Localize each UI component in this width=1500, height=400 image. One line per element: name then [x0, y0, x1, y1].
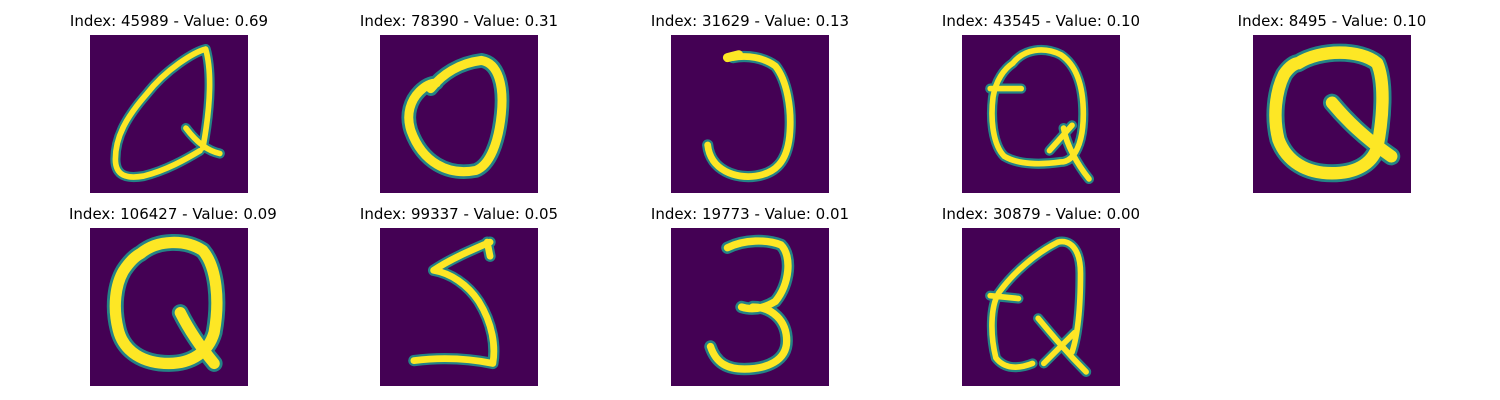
digit-image: [671, 35, 829, 193]
digit-image: [90, 35, 248, 193]
panel-title: Index: 106427 - Value: 0.09: [69, 205, 277, 223]
panel-8: Index: 19773 - Value: 0.01: [650, 205, 850, 391]
digit-image: [90, 228, 248, 386]
panel-title: Index: 8495 - Value: 0.10: [1237, 12, 1427, 30]
digit-image: [380, 228, 538, 386]
panel-title: Index: 45989 - Value: 0.69: [69, 12, 269, 30]
panel-title: Index: 78390 - Value: 0.31: [359, 12, 559, 30]
panel-9: Index: 30879 - Value: 0.00: [941, 205, 1141, 391]
digit-image: [380, 35, 538, 193]
panel-5: Index: 8495 - Value: 0.10: [1232, 12, 1432, 198]
panel-title: Index: 31629 - Value: 0.13: [650, 12, 850, 30]
panel-title: Index: 19773 - Value: 0.01: [650, 205, 850, 223]
panel-7: Index: 99337 - Value: 0.05: [359, 205, 559, 391]
digit-image: [671, 228, 829, 386]
panel-title: Index: 30879 - Value: 0.00: [941, 205, 1141, 223]
panel-1: Index: 45989 - Value: 0.69: [69, 12, 269, 198]
panel-3: Index: 31629 - Value: 0.13: [650, 12, 850, 198]
panel-6: Index: 106427 - Value: 0.09: [69, 205, 277, 391]
panel-2: Index: 78390 - Value: 0.31: [359, 12, 559, 198]
panel-title: Index: 99337 - Value: 0.05: [359, 205, 559, 223]
digit-image: [1253, 35, 1411, 193]
panel-4: Index: 43545 - Value: 0.10: [941, 12, 1141, 198]
digit-image: [962, 35, 1120, 193]
digit-image: [962, 228, 1120, 386]
panel-title: Index: 43545 - Value: 0.10: [941, 12, 1141, 30]
